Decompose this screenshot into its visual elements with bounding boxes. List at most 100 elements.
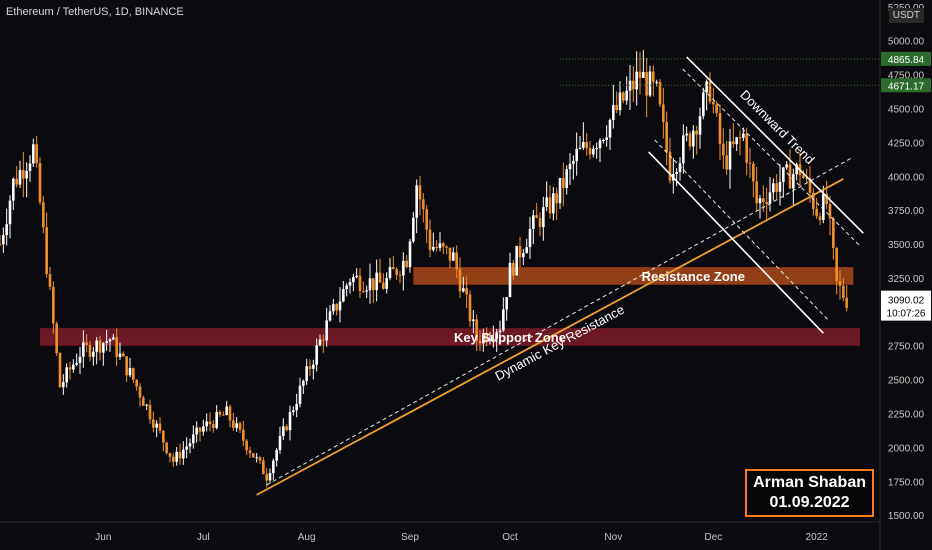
- candle-body: [145, 404, 148, 406]
- candle-body: [372, 278, 375, 290]
- y-tick-label: 2500.00: [888, 376, 925, 387]
- candle-body: [345, 285, 348, 290]
- candle-body: [828, 204, 832, 219]
- y-tick-label: 3500.00: [888, 240, 925, 251]
- price-tag: [881, 78, 931, 93]
- candle-body: [518, 246, 522, 258]
- candle-body: [582, 141, 585, 148]
- candle-body: [525, 247, 528, 254]
- candle-body: [338, 301, 342, 311]
- candle-body: [178, 451, 182, 459]
- candle-body: [252, 453, 255, 458]
- candle-body: [705, 81, 708, 93]
- candle-body: [425, 209, 428, 230]
- downtrend-upper-line: [686, 56, 864, 234]
- candle-body: [268, 473, 272, 481]
- candle-body: [52, 286, 55, 324]
- candle-body: [838, 280, 842, 286]
- candle-body: [412, 217, 415, 242]
- candle-body: [282, 426, 285, 436]
- candle-body: [618, 92, 622, 111]
- candle-body: [212, 424, 215, 428]
- candle-body: [505, 297, 508, 310]
- candle-body: [685, 133, 688, 136]
- candle-body: [162, 430, 165, 443]
- candle-body: [562, 177, 565, 189]
- candle-body: [465, 288, 468, 295]
- candle-body: [332, 303, 335, 312]
- candle-body: [235, 423, 238, 428]
- candle-body: [368, 278, 372, 291]
- candle-body: [498, 330, 502, 333]
- candle-body: [288, 412, 292, 431]
- candle-body: [692, 130, 695, 147]
- candle-body: [0, 244, 2, 246]
- candle-body: [45, 227, 48, 274]
- candle-body: [725, 155, 728, 170]
- candle-body: [428, 229, 432, 250]
- candle-body: [192, 434, 195, 444]
- candle-body: [172, 456, 175, 462]
- candle-body: [598, 140, 602, 149]
- candle-body: [15, 178, 18, 185]
- candle-body: [175, 451, 178, 462]
- candle-body: [785, 164, 788, 168]
- candle-body: [312, 364, 315, 369]
- candle-body: [335, 303, 338, 311]
- candle-body: [472, 319, 475, 322]
- x-tick-label: Jul: [197, 532, 210, 543]
- candle-body: [102, 343, 105, 353]
- candle-body: [18, 170, 22, 185]
- x-tick-label: Dec: [704, 532, 722, 543]
- candle-body: [468, 294, 472, 322]
- candle-body: [422, 199, 425, 210]
- candle-body: [408, 241, 412, 268]
- candle-body: [648, 71, 652, 96]
- candle-body: [818, 216, 822, 220]
- candle-body: [158, 423, 162, 431]
- candle-body: [262, 460, 265, 475]
- candle-body: [318, 339, 322, 346]
- candle-body: [688, 133, 692, 147]
- x-tick-label: Oct: [502, 532, 518, 543]
- candle-body: [658, 81, 662, 105]
- candle-body: [792, 174, 795, 189]
- candle-body: [635, 71, 638, 90]
- author-badge: Arman Shaban 01.09.2022: [745, 469, 874, 517]
- candle-body: [435, 246, 438, 249]
- candle-body: [812, 192, 815, 209]
- candle-body: [218, 412, 222, 415]
- author-name: Arman Shaban: [753, 474, 866, 491]
- candle-body: [12, 178, 15, 201]
- zone-band: [40, 328, 860, 346]
- candle-body: [722, 143, 725, 156]
- candle-body: [72, 364, 75, 370]
- candle-body: [742, 133, 745, 138]
- price-tag-label: 4671.17: [888, 81, 925, 92]
- candle-body: [395, 269, 398, 275]
- candle-body: [42, 202, 45, 228]
- candle-body: [752, 163, 755, 182]
- candle-body: [608, 120, 612, 138]
- candle-body: [272, 460, 275, 474]
- candle-body: [592, 148, 595, 155]
- candle-body: [118, 353, 122, 357]
- candle-body: [782, 167, 785, 182]
- candle-body: [55, 323, 58, 354]
- candle-body: [595, 148, 598, 150]
- candle-body: [388, 267, 392, 278]
- candle-body: [682, 135, 685, 164]
- candle-body: [155, 423, 158, 428]
- y-tick-label: 4750.00: [888, 71, 925, 82]
- candle-body: [625, 90, 628, 101]
- candle-body: [98, 340, 102, 353]
- y-tick-label: 2250.00: [888, 410, 925, 421]
- current-price-label: 3090.02: [888, 296, 925, 307]
- currency-label: USDT: [888, 8, 924, 23]
- candle-body: [202, 426, 205, 432]
- candle-body: [555, 193, 558, 204]
- candle-body: [585, 141, 588, 149]
- candle-body: [292, 410, 295, 413]
- candle-body: [622, 92, 625, 101]
- candle-body: [512, 262, 515, 276]
